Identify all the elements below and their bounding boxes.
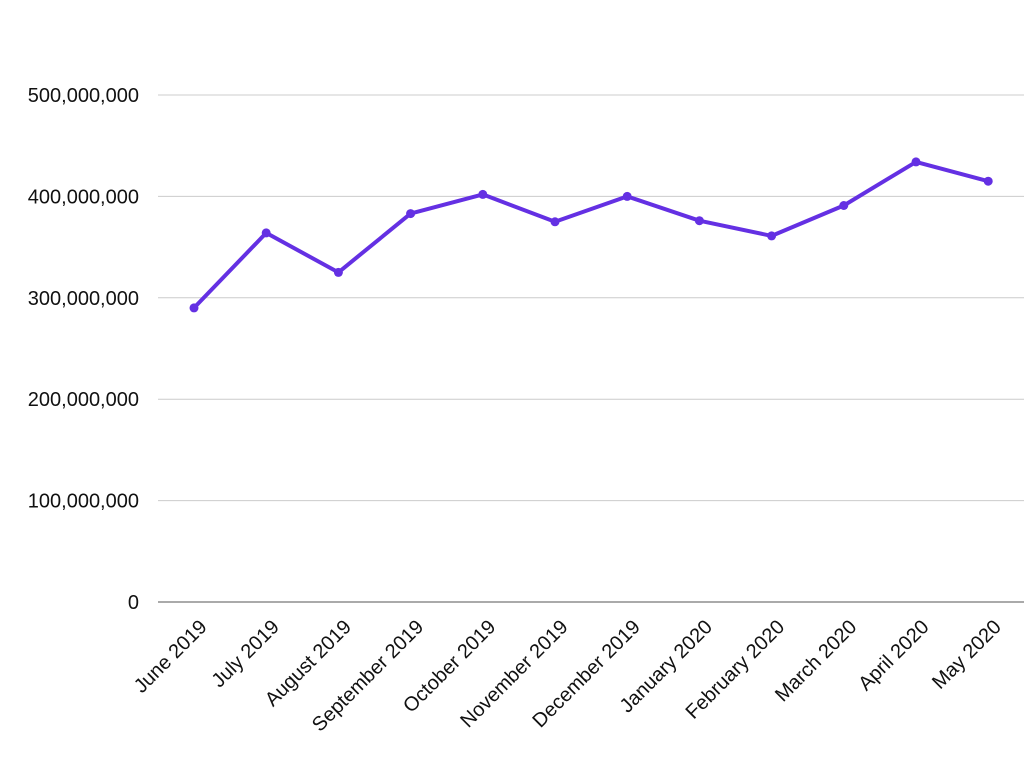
y-tick-label: 500,000,000 [28, 85, 139, 107]
data-point[interactable] [622, 191, 632, 201]
grid-layer [158, 94, 1024, 603]
data-point[interactable] [839, 201, 849, 210]
data-point[interactable] [983, 176, 993, 186]
series-line [192, 159, 991, 310]
series-layer [189, 157, 993, 313]
x-tick-label: June 2019 [130, 616, 212, 698]
data-point[interactable] [767, 231, 777, 241]
data-point[interactable] [478, 189, 488, 199]
y-tick-label: 200,000,000 [28, 389, 139, 411]
data-point[interactable] [261, 228, 271, 238]
x-tick-label: May 2020 [928, 616, 1006, 694]
data-point[interactable] [911, 157, 921, 167]
y-tick-label: 400,000,000 [28, 186, 139, 208]
y-axis: 0 100,000,000 200,000,000 300,000,000 400,00… [28, 85, 139, 614]
data-point[interactable] [550, 217, 560, 227]
data-point[interactable] [406, 209, 416, 219]
data-point[interactable] [694, 216, 704, 226]
data-point[interactable] [333, 267, 343, 277]
x-tick-label: April 2020 [854, 616, 933, 695]
y-tick-label: 100,000,000 [28, 491, 139, 513]
x-tick-label: July 2019 [208, 616, 284, 692]
y-tick-label: 0 [128, 592, 139, 614]
data-point[interactable] [189, 303, 199, 313]
y-tick-label: 300,000,000 [28, 288, 139, 310]
